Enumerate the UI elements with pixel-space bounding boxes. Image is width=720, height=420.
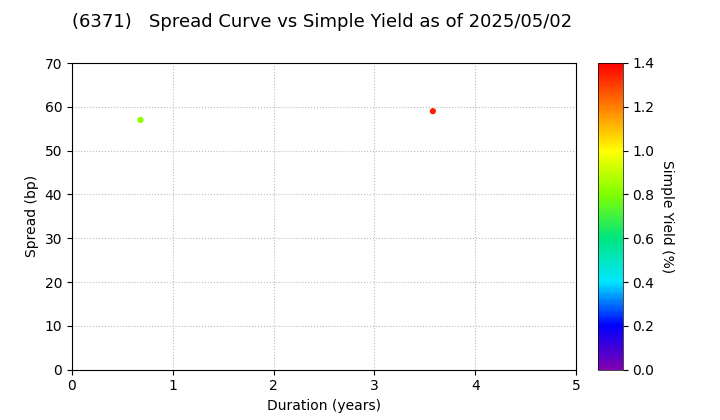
Text: (6371)   Spread Curve vs Simple Yield as of 2025/05/02: (6371) Spread Curve vs Simple Yield as o… <box>72 13 572 31</box>
X-axis label: Duration (years): Duration (years) <box>267 399 381 413</box>
Y-axis label: Simple Yield (%): Simple Yield (%) <box>660 160 674 273</box>
Y-axis label: Spread (bp): Spread (bp) <box>25 175 39 257</box>
Point <box>135 117 146 123</box>
Point <box>427 108 438 115</box>
